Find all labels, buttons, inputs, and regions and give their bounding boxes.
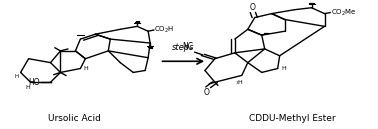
Text: steps: steps <box>172 43 195 52</box>
Text: NC: NC <box>183 42 194 51</box>
Text: H: H <box>84 66 88 71</box>
Text: CO$_2$H: CO$_2$H <box>154 25 175 35</box>
Text: CO$_2$Me: CO$_2$Me <box>330 7 356 18</box>
Text: H: H <box>282 66 286 71</box>
Text: H: H <box>25 85 30 90</box>
Text: $_3$H: $_3$H <box>235 79 245 87</box>
Text: CDDU-Methyl Ester: CDDU-Methyl Ester <box>249 114 336 123</box>
Text: HO: HO <box>29 78 40 87</box>
Text: Ursolic Acid: Ursolic Acid <box>48 114 101 123</box>
Text: O: O <box>204 88 210 97</box>
Text: O: O <box>250 3 256 12</box>
Text: H: H <box>15 74 19 79</box>
